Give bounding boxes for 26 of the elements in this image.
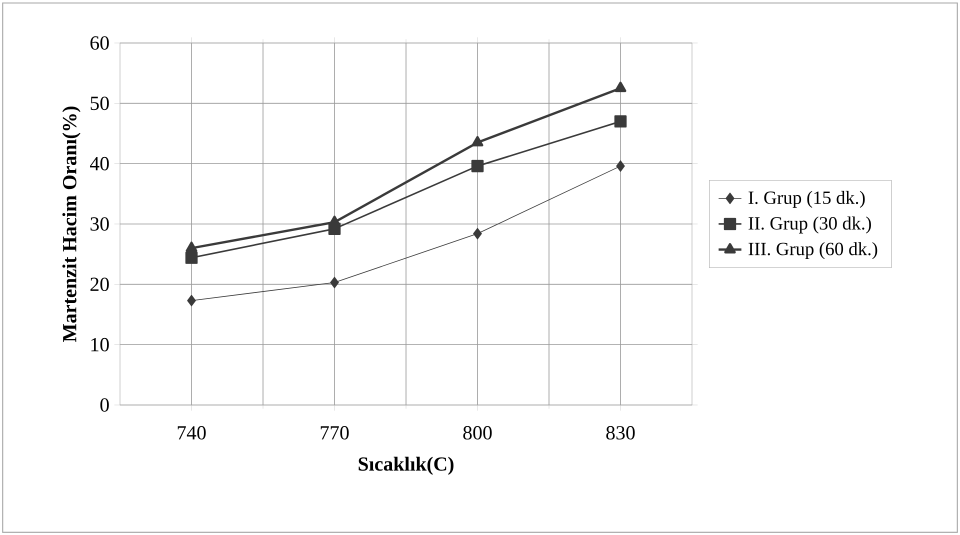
point (471, 160, 484, 172)
y-tick-label: 40 (90, 156, 109, 170)
point (472, 136, 484, 146)
y-axis-title: Martenzit Hacim Oranı(%) (62, 106, 80, 342)
x-tick-label: 800 (463, 426, 492, 440)
x-tick-label: 770 (320, 426, 349, 440)
y-tick-label: 60 (90, 36, 109, 50)
x-tick-label: 740 (178, 426, 206, 440)
point (614, 115, 627, 128)
point (186, 242, 198, 252)
y-tick-label: 20 (90, 278, 109, 292)
point (473, 228, 482, 240)
legend-label: I. Grup (15 dk.) (748, 190, 865, 208)
point (330, 276, 339, 288)
x-tick-label: 830 (606, 426, 635, 440)
x-axis-title: Sıcaklık(C) (358, 456, 454, 475)
legend-label: II. Grup (30 dk.) (748, 216, 871, 234)
point (187, 294, 196, 306)
point (614, 82, 626, 92)
point (185, 252, 198, 264)
y-tick-label: 0 (100, 398, 109, 412)
y-tick-label: 30 (90, 217, 109, 231)
legend-label: III. Grup (60 dk.) (748, 242, 878, 260)
y-tick-label: 50 (90, 96, 109, 110)
point (616, 160, 625, 172)
y-tick-label: 10 (91, 338, 109, 352)
